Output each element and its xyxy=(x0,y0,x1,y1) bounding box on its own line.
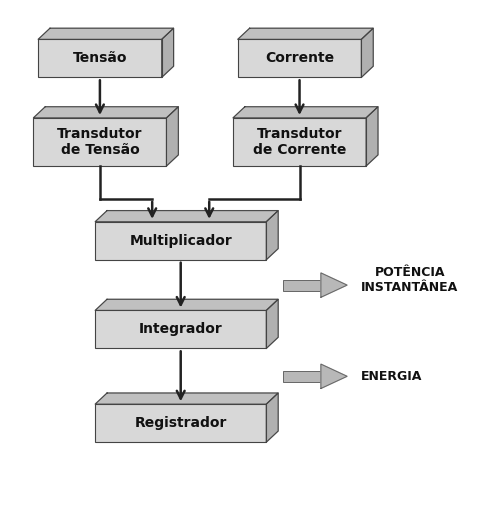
Text: Registrador: Registrador xyxy=(134,416,227,430)
Polygon shape xyxy=(95,299,278,310)
Polygon shape xyxy=(38,28,173,39)
Polygon shape xyxy=(237,28,373,39)
Bar xyxy=(95,310,266,348)
Text: Multiplicador: Multiplicador xyxy=(129,234,232,248)
Bar xyxy=(95,404,266,442)
Text: ENERGIA: ENERGIA xyxy=(361,370,422,383)
Polygon shape xyxy=(266,393,278,442)
Bar xyxy=(95,222,266,260)
Polygon shape xyxy=(33,107,178,118)
Text: Transdutor
de Tensão: Transdutor de Tensão xyxy=(57,127,142,157)
Bar xyxy=(282,371,320,382)
Polygon shape xyxy=(365,107,377,166)
Polygon shape xyxy=(320,273,347,297)
Polygon shape xyxy=(95,393,278,404)
Polygon shape xyxy=(266,299,278,348)
Polygon shape xyxy=(320,364,347,388)
Polygon shape xyxy=(361,28,373,78)
Text: POTÊNCIA
INSTANTÂNEA: POTÊNCIA INSTANTÂNEA xyxy=(361,266,458,294)
Polygon shape xyxy=(95,210,278,222)
Text: Integrador: Integrador xyxy=(138,323,222,337)
Bar xyxy=(232,118,365,166)
Polygon shape xyxy=(266,210,278,260)
Bar xyxy=(237,39,361,78)
Bar xyxy=(38,39,161,78)
Bar xyxy=(33,118,166,166)
Polygon shape xyxy=(166,107,178,166)
Polygon shape xyxy=(161,28,173,78)
Text: Tensão: Tensão xyxy=(73,51,127,65)
Bar xyxy=(282,280,320,291)
Text: Corrente: Corrente xyxy=(264,51,333,65)
Text: Transdutor
de Corrente: Transdutor de Corrente xyxy=(252,127,346,157)
Polygon shape xyxy=(232,107,377,118)
